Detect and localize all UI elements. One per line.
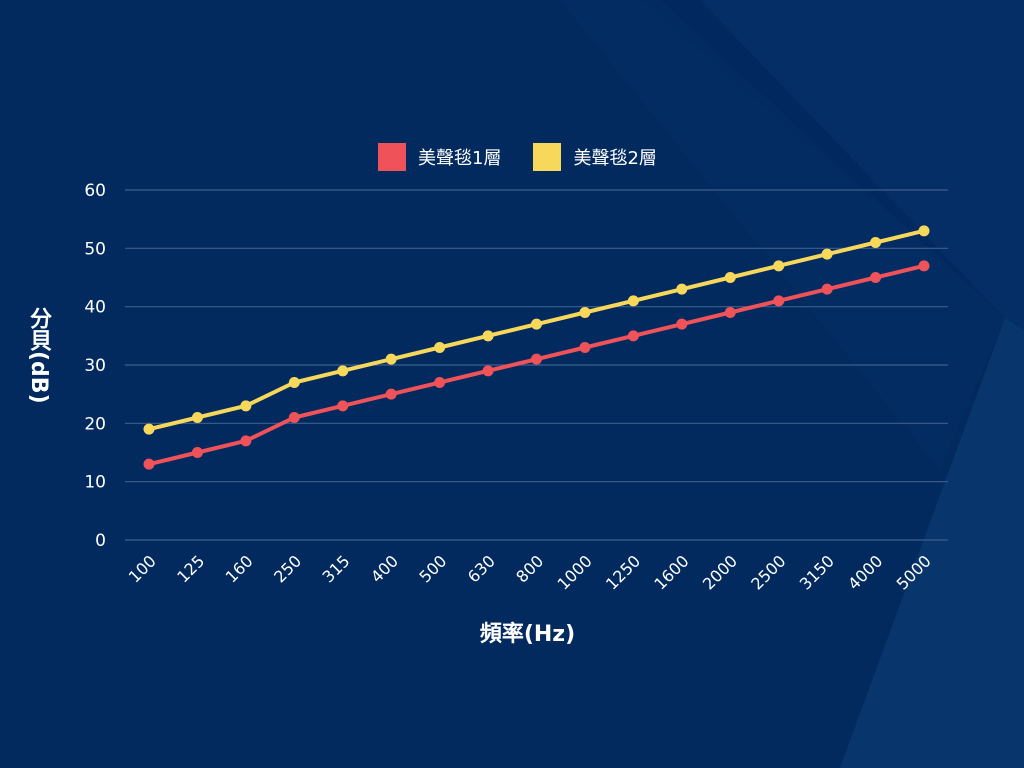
data-point[interactable] <box>191 447 203 458</box>
x-tick-label: 100 <box>125 551 160 586</box>
data-point[interactable] <box>773 295 785 307</box>
data-point[interactable] <box>531 353 542 365</box>
data-point[interactable] <box>724 307 736 318</box>
y-axis-label: 分貝(dB) <box>26 306 51 404</box>
x-tick-label: 4000 <box>844 551 886 593</box>
data-point[interactable] <box>143 423 155 435</box>
data-point[interactable] <box>579 307 591 318</box>
data-point[interactable] <box>918 260 930 272</box>
legend-item-series1[interactable]: 美聲毯1層 <box>378 143 501 171</box>
data-point[interactable] <box>240 435 252 447</box>
chart-legend: 美聲毯1層 美聲毯2層 <box>378 143 689 171</box>
data-point[interactable] <box>773 260 785 272</box>
data-point[interactable] <box>821 283 833 295</box>
data-point[interactable] <box>531 318 542 330</box>
data-point[interactable] <box>870 237 882 248</box>
legend-swatch-red <box>378 143 406 171</box>
data-point[interactable] <box>385 388 397 400</box>
legend-item-series2[interactable]: 美聲毯2層 <box>533 143 657 171</box>
data-point[interactable] <box>627 330 639 342</box>
data-point[interactable] <box>870 272 882 283</box>
legend-swatch-yellow <box>533 143 562 171</box>
y-tick-label: 0 <box>95 531 106 551</box>
data-point[interactable] <box>240 400 252 412</box>
data-point[interactable] <box>482 330 494 342</box>
data-point[interactable] <box>434 377 446 388</box>
x-tick-label: 3150 <box>796 551 838 593</box>
x-tick-label: 2500 <box>747 551 789 593</box>
x-tick-label: 315 <box>319 551 354 586</box>
y-tick-label: 20 <box>84 414 106 434</box>
data-point[interactable] <box>434 342 446 353</box>
x-tick-label: 125 <box>173 551 208 586</box>
x-tick-label: 1250 <box>602 551 644 593</box>
series-line-2 <box>148 228 925 432</box>
y-tick-label: 40 <box>84 298 106 318</box>
data-point[interactable] <box>724 272 736 283</box>
data-point[interactable] <box>627 295 639 307</box>
x-tick-label: 250 <box>270 551 305 586</box>
x-tick-label: 800 <box>512 551 547 586</box>
x-tick-label: 1000 <box>554 551 596 593</box>
data-point[interactable] <box>337 365 349 377</box>
x-tick-label: 160 <box>222 551 257 586</box>
data-point[interactable] <box>821 248 833 260</box>
data-point[interactable] <box>191 412 203 423</box>
data-point[interactable] <box>337 400 349 412</box>
data-point[interactable] <box>579 342 591 353</box>
x-tick-label: 500 <box>415 551 450 586</box>
x-tick-label: 1600 <box>650 551 692 593</box>
y-tick-label: 50 <box>84 239 106 259</box>
x-tick-label: 2000 <box>699 551 741 593</box>
legend-label: 美聲毯2層 <box>573 148 657 169</box>
data-point[interactable] <box>676 318 688 330</box>
legend-label: 美聲毯1層 <box>418 148 502 169</box>
y-tick-label: 60 <box>84 181 106 201</box>
data-point[interactable] <box>288 412 300 423</box>
x-tick-label: 5000 <box>893 551 935 593</box>
x-tick-label: 630 <box>464 551 499 586</box>
data-point[interactable] <box>482 365 494 377</box>
data-point[interactable] <box>143 458 155 470</box>
data-point[interactable] <box>385 353 397 365</box>
x-tick-label: 400 <box>367 551 402 586</box>
data-point[interactable] <box>676 283 688 295</box>
x-axis-label: 頻率(Hz) <box>479 622 576 647</box>
data-point[interactable] <box>288 377 300 388</box>
y-tick-label: 10 <box>84 473 106 493</box>
data-point[interactable] <box>918 225 930 237</box>
y-tick-label: 30 <box>84 356 106 376</box>
